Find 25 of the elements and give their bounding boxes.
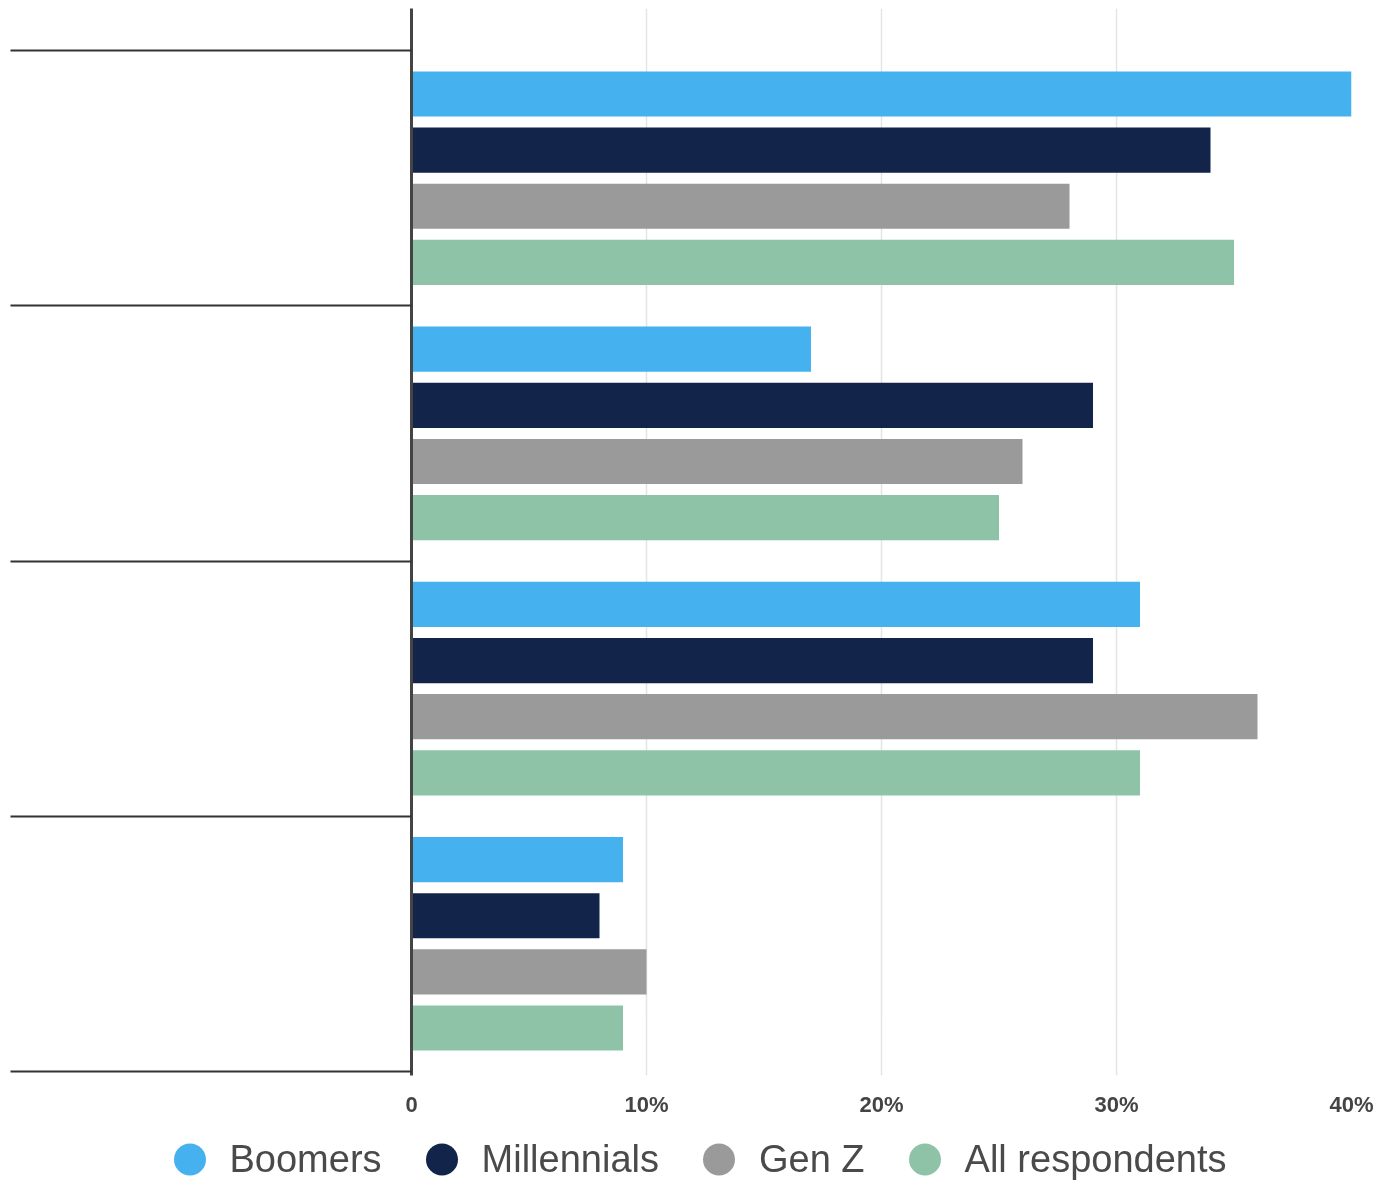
bar — [411, 1005, 623, 1051]
legend-label: Millennials — [481, 1137, 659, 1181]
bar — [411, 495, 999, 541]
bar — [411, 581, 1140, 627]
x-tick-label: 30% — [1094, 1091, 1139, 1117]
bar — [411, 71, 1352, 117]
legend-label: Boomers — [229, 1137, 382, 1181]
bar — [411, 127, 1211, 173]
bar — [411, 694, 1258, 740]
bar — [411, 837, 623, 883]
bar — [411, 893, 600, 939]
bar — [411, 382, 1093, 428]
x-tick-label: 20% — [859, 1091, 904, 1117]
x-tick-label: 40% — [1329, 1091, 1374, 1117]
x-tick-label: 0 — [405, 1091, 418, 1117]
bar — [411, 750, 1140, 796]
legend-label: Gen Z — [758, 1137, 865, 1181]
bar — [411, 239, 1234, 286]
legend-label: All respondents — [964, 1137, 1227, 1181]
bar — [411, 183, 1070, 229]
bar — [411, 438, 1023, 485]
x-tick-label: 10% — [624, 1091, 669, 1117]
bar — [411, 326, 811, 372]
bar — [411, 949, 647, 995]
bar — [411, 637, 1093, 684]
